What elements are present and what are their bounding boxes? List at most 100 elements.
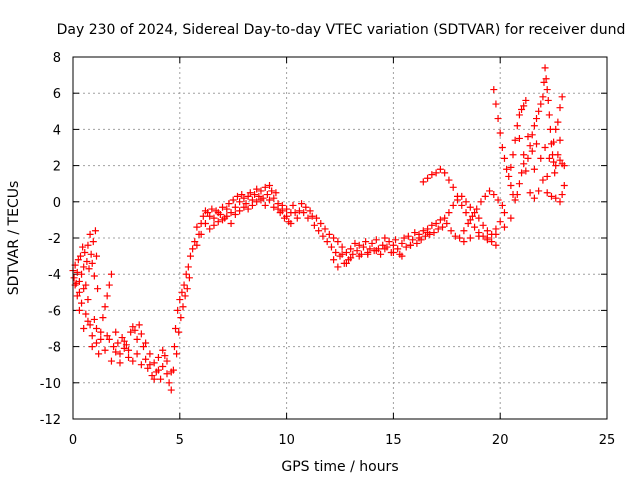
data-point [78, 270, 86, 278]
data-point [97, 328, 105, 336]
data-point [449, 183, 457, 191]
data-point [372, 236, 380, 244]
data-point [353, 247, 361, 255]
data-point [392, 236, 400, 244]
data-point [319, 232, 327, 240]
data-point [543, 86, 551, 94]
data-point [479, 221, 487, 229]
data-point [466, 234, 474, 242]
data-point [219, 203, 227, 211]
data-point [159, 363, 167, 371]
data-point [464, 220, 472, 228]
data-point [542, 75, 550, 83]
data-point [94, 285, 102, 293]
data-point [70, 274, 78, 282]
data-point [530, 122, 538, 130]
data-point [558, 93, 566, 101]
data-point [488, 238, 496, 246]
data-point [182, 270, 190, 278]
data-point [518, 169, 526, 177]
data-point [210, 214, 218, 222]
data-point [475, 232, 483, 240]
data-point [332, 248, 340, 256]
data-point [535, 107, 543, 115]
data-point [471, 223, 479, 231]
data-point [167, 386, 175, 394]
x-tick-label: 10 [278, 433, 295, 448]
data-point [554, 151, 562, 159]
data-point [223, 212, 231, 220]
data-point [494, 196, 502, 204]
data-point [86, 321, 94, 329]
data-point [302, 203, 310, 211]
data-point [490, 86, 498, 94]
data-point [385, 238, 393, 246]
data-point [170, 343, 178, 351]
data-point [236, 198, 244, 206]
data-point [317, 220, 325, 228]
data-point [99, 314, 107, 322]
data-point [137, 361, 145, 369]
x-tick-label: 25 [599, 433, 616, 448]
y-tick-label: -2 [48, 232, 61, 247]
data-point [545, 111, 553, 119]
data-point [261, 183, 269, 191]
data-point [381, 245, 389, 253]
data-point [359, 243, 367, 251]
data-point [80, 325, 88, 332]
data-point [257, 196, 265, 204]
data-point [118, 334, 126, 342]
data-point [186, 252, 194, 260]
data-point [144, 364, 152, 372]
y-tick-label: 6 [53, 87, 61, 102]
data-point [338, 243, 346, 251]
data-point [137, 330, 145, 338]
data-point [434, 225, 442, 233]
data-point [351, 239, 359, 247]
data-point [419, 227, 427, 235]
data-point [304, 214, 312, 222]
data-point [257, 187, 265, 195]
data-point [556, 156, 564, 164]
data-point [120, 344, 128, 352]
data-point [270, 203, 278, 211]
data-point [150, 375, 158, 383]
data-point [87, 250, 95, 258]
data-point [116, 359, 124, 367]
x-tick-label: 5 [176, 433, 184, 448]
data-point [75, 277, 83, 285]
data-point [451, 232, 459, 240]
data-point [372, 247, 380, 255]
data-point [513, 191, 521, 199]
data-point [334, 238, 342, 246]
data-point [240, 203, 248, 211]
data-point [530, 165, 538, 173]
data-point [432, 220, 440, 228]
data-point [377, 250, 385, 258]
data-point [193, 223, 201, 231]
data-point [306, 207, 314, 215]
data-point [244, 192, 252, 200]
data-point [142, 355, 150, 363]
data-point [131, 326, 139, 334]
data-point [511, 136, 519, 144]
data-point [101, 303, 109, 311]
data-point [114, 339, 122, 347]
data-point [88, 259, 96, 267]
data-point [394, 245, 402, 253]
data-point [80, 263, 88, 271]
data-point [285, 218, 293, 226]
data-point [447, 227, 455, 235]
data-point [167, 368, 175, 376]
data-point [507, 182, 515, 190]
data-point [315, 227, 323, 235]
y-tick-labels: -12 -10 -8 -6 -4 -2 0 2 4 6 8 [40, 51, 61, 428]
data-point [466, 216, 474, 224]
data-point [327, 243, 335, 251]
data-point [389, 248, 397, 256]
data-point [325, 230, 333, 238]
data-point [462, 198, 470, 206]
data-point [428, 171, 436, 179]
y-tick-label: 8 [53, 51, 61, 66]
data-point [103, 332, 111, 340]
